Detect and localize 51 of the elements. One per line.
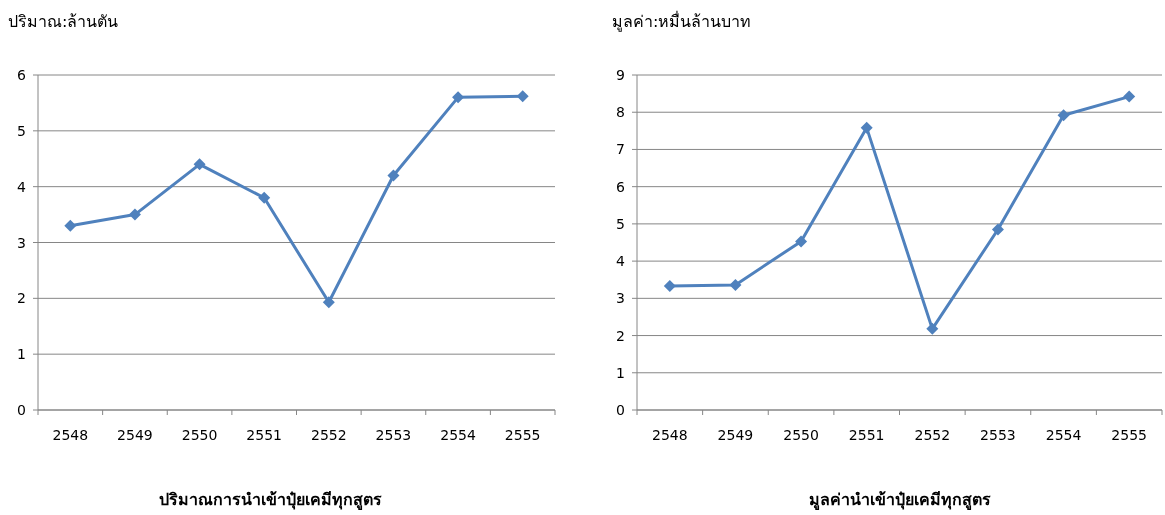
- point: [1123, 90, 1136, 103]
- x-tick-label: 2553: [980, 427, 1016, 443]
- point: [991, 223, 1004, 236]
- y-axis-title: ปริมาณ:ล้านตัน: [8, 12, 119, 31]
- y-tick-label: 7: [616, 141, 625, 158]
- y-tick-label: 8: [616, 104, 625, 121]
- y-tick-label: 6: [17, 67, 27, 83]
- x-tick-label: 2548: [52, 427, 89, 443]
- point: [926, 322, 939, 335]
- y-tick-label: 0: [17, 402, 26, 418]
- x-tick-label: 2554: [440, 427, 476, 443]
- point: [860, 121, 873, 134]
- x-tick-label: 2549: [717, 427, 754, 443]
- point: [322, 296, 335, 309]
- point: [795, 235, 808, 248]
- y-tick-label: 2: [17, 290, 26, 307]
- y-tick-label: 3: [17, 234, 26, 251]
- x-tick-label: 2555: [504, 427, 541, 443]
- x-tick-label: 2550: [783, 427, 819, 443]
- point: [64, 219, 77, 232]
- point: [729, 278, 742, 291]
- x-tick-label: 2549: [117, 427, 153, 443]
- y-tick-label: 4: [17, 178, 27, 195]
- point: [128, 208, 141, 221]
- x-tick-label: 2548: [651, 427, 688, 443]
- x-tick-label: 2555: [1111, 427, 1148, 443]
- x-tick-label: 2551: [246, 427, 283, 443]
- x-tick-label: 2550: [181, 427, 218, 443]
- y-tick-label: 2: [616, 327, 625, 344]
- x-tick-label: 2551: [848, 427, 885, 443]
- x-tick-label: 2554: [1045, 427, 1082, 443]
- x-tick-label: 2552: [914, 427, 951, 443]
- point: [258, 191, 271, 204]
- y-axis-title: มูลค่า:หมื่นล้านบาท: [612, 10, 752, 32]
- point: [663, 280, 676, 293]
- y-tick-label: 5: [616, 215, 625, 232]
- x-tick-label: 2553: [375, 427, 412, 443]
- x-axis-title: มูลค่านำเข้าปุ๋ยเคมีทุกสูตร: [809, 490, 991, 511]
- y-tick-label: 1: [17, 346, 26, 363]
- point: [387, 169, 400, 182]
- x-axis-title: ปริมาณการนำเข้าปุ๋ยเคมีทุกสูตร: [158, 490, 382, 511]
- y-tick-label: 6: [616, 178, 626, 195]
- y-tick-label: 0: [616, 402, 625, 418]
- point: [1057, 109, 1070, 122]
- y-tick-label: 1: [616, 364, 625, 381]
- y-tick-label: 3: [616, 290, 625, 307]
- y-tick-label: 5: [17, 122, 26, 139]
- x-tick-label: 2552: [310, 427, 347, 443]
- y-tick-label: 4: [616, 253, 626, 270]
- y-tick-label: 9: [616, 67, 625, 83]
- point: [193, 158, 206, 171]
